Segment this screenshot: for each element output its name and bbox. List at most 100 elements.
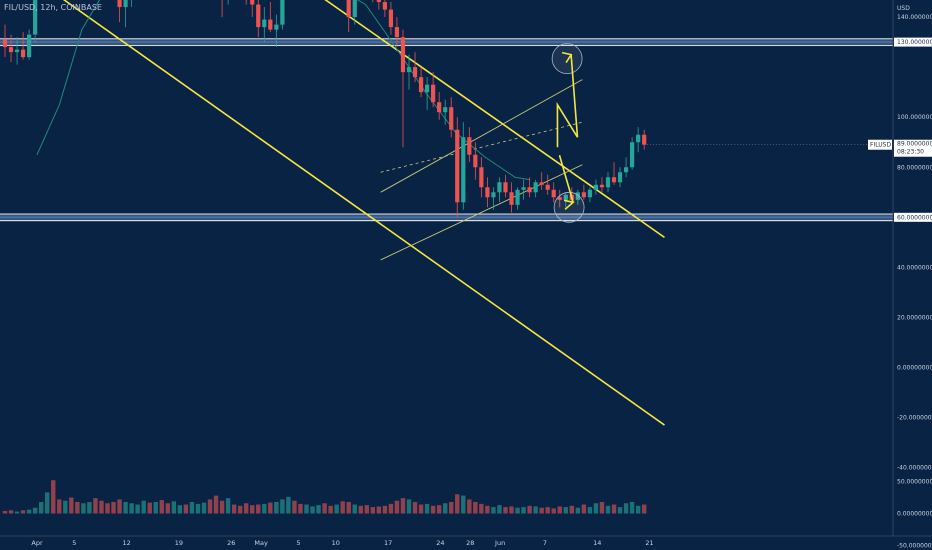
candle-body bbox=[599, 184, 605, 188]
time-tick-label: 26 bbox=[227, 539, 235, 547]
volume-bar bbox=[165, 503, 171, 514]
price-tags: 130.00000000 60.00000000 FILUSD 89.00000000… bbox=[647, 37, 932, 222]
time-tick-label: 12 bbox=[122, 539, 130, 547]
candle-body bbox=[412, 67, 418, 78]
candle-body bbox=[455, 129, 460, 203]
candle-body bbox=[473, 154, 478, 168]
volume-bar bbox=[503, 507, 508, 514]
volume-bar bbox=[256, 504, 261, 514]
volume-bar bbox=[147, 502, 152, 514]
volume-bar bbox=[153, 501, 158, 514]
volume-bar bbox=[171, 501, 177, 514]
candle-body bbox=[117, 0, 122, 8]
volume-bar bbox=[32, 507, 38, 514]
candle-body bbox=[8, 47, 14, 53]
volume-bar bbox=[376, 506, 382, 514]
level-tag-bg bbox=[894, 212, 932, 222]
volume-bar bbox=[310, 506, 315, 514]
projection-up-arrowhead bbox=[561, 51, 573, 64]
volume-bar bbox=[340, 501, 345, 514]
volume-bar bbox=[81, 503, 86, 514]
volume-bar bbox=[99, 500, 104, 514]
volume-bar bbox=[545, 507, 550, 514]
candle-body bbox=[256, 4, 261, 28]
volume-bar bbox=[298, 503, 303, 514]
price-tick-label: 100.00000000 bbox=[897, 114, 932, 121]
volume-bar bbox=[304, 504, 309, 514]
volume-bar bbox=[515, 507, 520, 514]
volume-bar bbox=[51, 480, 56, 514]
volume-bar bbox=[177, 505, 183, 514]
candle-body bbox=[515, 189, 520, 205]
candle-body bbox=[431, 84, 436, 103]
price-tick-label: 0.00000000 bbox=[897, 365, 932, 372]
volume-bar bbox=[189, 501, 195, 514]
volume-bar bbox=[449, 501, 454, 514]
time-tick-label: 10 bbox=[332, 539, 340, 547]
time-axis[interactable]: Apr 5 12 19 26 May 5 10 17 24 28 Jun 7 14 21 bbox=[31, 539, 653, 547]
volume-bar bbox=[509, 506, 514, 514]
candle-body bbox=[394, 27, 400, 38]
volume-bar bbox=[467, 499, 472, 514]
candle-body bbox=[563, 194, 568, 200]
volume-bar bbox=[635, 505, 641, 514]
trendline-layer bbox=[62, 0, 665, 426]
candle-body bbox=[521, 187, 526, 190]
volume-bar bbox=[183, 504, 189, 514]
volume-bar bbox=[364, 505, 369, 514]
volume-bar bbox=[491, 507, 496, 514]
volume-bar bbox=[527, 505, 532, 514]
volume-bar bbox=[551, 508, 556, 514]
volume-bar bbox=[93, 498, 98, 514]
volume-bar bbox=[328, 505, 333, 514]
volume-bar bbox=[430, 505, 436, 514]
candle-body bbox=[509, 192, 514, 205]
volume-bar bbox=[406, 499, 412, 514]
candle-body bbox=[14, 49, 20, 53]
candle-body bbox=[352, 0, 357, 18]
candle-body bbox=[250, 0, 255, 5]
target-circle-down bbox=[553, 191, 585, 223]
channel-line bbox=[380, 79, 583, 193]
candle-body bbox=[485, 187, 490, 198]
candle-body bbox=[581, 192, 586, 198]
candle-body bbox=[20, 49, 26, 58]
volume-bar bbox=[38, 501, 44, 514]
volume-bar bbox=[461, 495, 466, 514]
projection-down-path bbox=[558, 155, 574, 203]
volume-bar bbox=[442, 503, 448, 514]
candle-body bbox=[400, 37, 406, 73]
price-axis[interactable]: 340.00000000320.00000000300.00000000280.… bbox=[897, 0, 932, 550]
volume-bar bbox=[45, 492, 50, 514]
candle-body bbox=[382, 2, 387, 10]
time-tick-label: 21 bbox=[645, 539, 653, 547]
time-tick-label: 7 bbox=[543, 539, 547, 547]
candle-body bbox=[388, 9, 394, 28]
candle-body bbox=[533, 182, 538, 193]
volume-bar bbox=[195, 503, 201, 514]
volume-bar bbox=[213, 495, 219, 514]
candle-body bbox=[642, 134, 647, 145]
symbol-tag-label: FILUSD bbox=[870, 142, 891, 149]
candle-body bbox=[449, 107, 454, 130]
volume-bar bbox=[485, 505, 490, 514]
projection-up-path bbox=[556, 54, 579, 148]
volume-bar bbox=[521, 507, 526, 514]
volume-tick-label: 50.00000000 bbox=[897, 479, 932, 486]
candle-body bbox=[376, 0, 381, 3]
volume-bar bbox=[605, 505, 611, 514]
volume-bar bbox=[352, 504, 357, 514]
candle-body bbox=[346, 0, 351, 18]
candle-body bbox=[557, 197, 562, 200]
volume-bar bbox=[105, 503, 110, 514]
volume-bar bbox=[473, 501, 478, 514]
volume-bar bbox=[26, 509, 32, 514]
volume-bar bbox=[394, 500, 400, 514]
volume-bar bbox=[322, 503, 327, 514]
time-tick-label: 28 bbox=[466, 539, 474, 547]
candle-body bbox=[545, 184, 550, 190]
time-tick-label: 5 bbox=[72, 539, 76, 547]
price-tick-label: 80.00000000 bbox=[897, 164, 932, 171]
